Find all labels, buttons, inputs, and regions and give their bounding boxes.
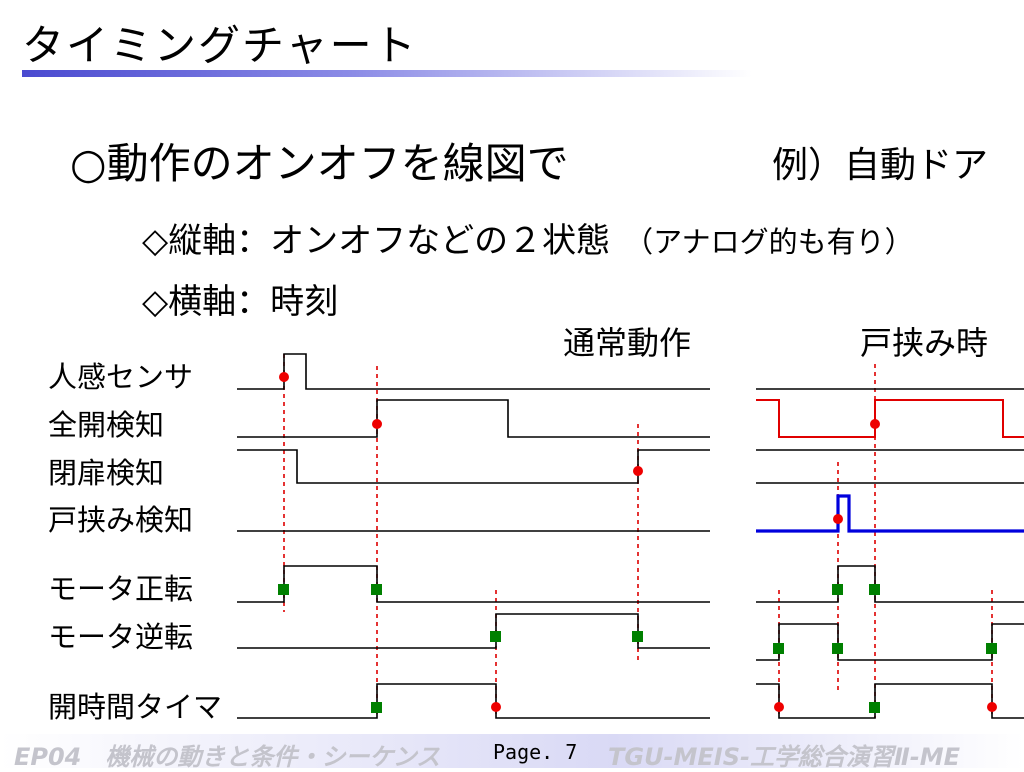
- action-square: [490, 631, 501, 642]
- event-dot: [987, 702, 997, 712]
- footer-department: TGU-MEIS-工学総合演習Ⅱ-ME: [608, 743, 961, 771]
- signal-label-human-sensor: 人感センサ: [48, 360, 194, 394]
- waveform-open-timer-pinch: [756, 683, 1024, 719]
- waveform-pinch-detect: [756, 494, 1024, 533]
- signal-label-open-timer: 開時間タイマ: [48, 690, 223, 724]
- signal-label-closed: 閉扉検知: [48, 456, 165, 490]
- footer-page-number: Page. 7: [493, 740, 578, 764]
- event-dot: [870, 419, 880, 429]
- main-heading: ○動作のオンオフを線図で: [70, 139, 569, 188]
- title-underline: [22, 70, 752, 77]
- event-dot: [774, 702, 784, 712]
- waveform-full-open: [237, 399, 710, 438]
- signal-label-full-open: 全開検知: [48, 408, 165, 442]
- bullet-horizontal-axis: ◇横軸：時刻: [142, 274, 338, 323]
- panel-label-pinch: 戸挟み時: [860, 324, 989, 362]
- signal-label-pinch: 戸挟み検知: [48, 503, 194, 537]
- footer-bar: [0, 734, 1024, 768]
- page-title: タイミングチャート: [22, 21, 418, 70]
- action-square: [832, 584, 843, 595]
- bullet-note: （アナログ的も有り）: [624, 225, 914, 259]
- bullet-text: ◇横軸：時刻: [142, 282, 339, 322]
- waveform-open-timer: [237, 683, 710, 719]
- waveform-motor-reverse-pinch: [756, 623, 1024, 661]
- action-square: [832, 643, 843, 654]
- event-dot: [633, 466, 643, 476]
- action-square: [986, 643, 997, 654]
- event-dot: [491, 702, 501, 712]
- action-square: [869, 702, 880, 713]
- bullet-vertical-axis: ◇縦軸：オンオフなどの２状態 （アナログ的も有り）: [142, 213, 914, 262]
- waveform-closed: [237, 449, 710, 484]
- action-square: [371, 702, 382, 713]
- action-square: [869, 584, 880, 595]
- panel-label-normal: 通常動作: [563, 324, 692, 362]
- event-dot: [279, 372, 289, 382]
- signal-label-motor-forward: モータ正転: [48, 572, 194, 606]
- action-square: [371, 584, 382, 595]
- bullet-text: ◇縦軸：オンオフなどの２状態: [142, 221, 611, 261]
- action-square: [773, 643, 784, 654]
- action-square: [632, 631, 643, 642]
- waveform-full-open-pinch: [756, 399, 1024, 438]
- signal-label-motor-reverse: モータ逆転: [48, 620, 194, 654]
- waveform-motor-forward-pinch: [756, 565, 1024, 603]
- footer-course: EP04 機械の動きと条件・シーケンス: [14, 743, 441, 771]
- action-square: [278, 584, 289, 595]
- waveform-motor-reverse: [237, 613, 710, 649]
- event-dot: [833, 514, 843, 524]
- waveform-human-sensor: [237, 353, 710, 390]
- example-label: 例）自動ドア: [772, 145, 989, 186]
- waveform-motor-forward: [237, 565, 710, 603]
- event-dot: [372, 419, 382, 429]
